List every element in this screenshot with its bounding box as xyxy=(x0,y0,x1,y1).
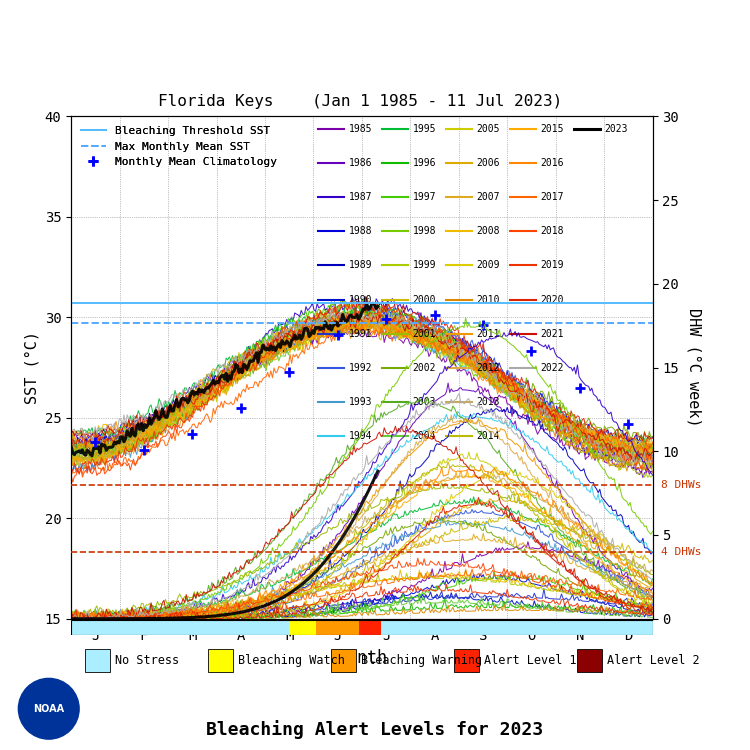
Text: 1986: 1986 xyxy=(349,158,372,168)
Text: 2004: 2004 xyxy=(413,431,436,441)
Text: 2017: 2017 xyxy=(540,192,564,202)
Text: 1999: 1999 xyxy=(413,260,436,271)
Text: 2003: 2003 xyxy=(413,398,436,407)
Text: 2006: 2006 xyxy=(476,158,500,168)
Bar xyxy=(359,620,381,635)
Text: 2023: 2023 xyxy=(604,124,628,134)
Text: 2018: 2018 xyxy=(540,226,564,236)
Text: 1996: 1996 xyxy=(413,158,436,168)
Text: 2008: 2008 xyxy=(476,226,500,236)
Text: 1987: 1987 xyxy=(349,192,372,202)
Text: 1990: 1990 xyxy=(349,295,372,304)
Text: 2011: 2011 xyxy=(476,328,500,339)
Y-axis label: DHW (°C week): DHW (°C week) xyxy=(686,308,701,427)
Text: 2013: 2013 xyxy=(476,398,500,407)
Text: Florida Keys    (Jan 1 1985 - 11 Jul 2023): Florida Keys (Jan 1 1985 - 11 Jul 2023) xyxy=(158,94,562,109)
Text: 2014: 2014 xyxy=(476,431,500,441)
Bar xyxy=(577,649,602,672)
Text: Bleaching Warning: Bleaching Warning xyxy=(362,654,482,668)
X-axis label: Month: Month xyxy=(337,649,387,667)
Text: 1989: 1989 xyxy=(349,260,372,271)
Text: 8 DHWs: 8 DHWs xyxy=(662,480,702,490)
Bar xyxy=(316,620,359,635)
Text: 2007: 2007 xyxy=(476,192,500,202)
Text: 2019: 2019 xyxy=(540,260,564,271)
Text: Bleaching Watch: Bleaching Watch xyxy=(238,654,345,668)
Text: 2001: 2001 xyxy=(413,328,436,339)
Text: 2009: 2009 xyxy=(476,260,500,271)
Text: 1992: 1992 xyxy=(349,363,372,373)
Bar xyxy=(71,620,290,635)
Text: NOAA: NOAA xyxy=(33,704,64,714)
Text: 2016: 2016 xyxy=(540,158,564,168)
Text: 2015: 2015 xyxy=(540,124,564,134)
Text: Bleaching Alert Levels for 2023: Bleaching Alert Levels for 2023 xyxy=(206,720,544,739)
Text: 1995: 1995 xyxy=(413,124,436,134)
Text: 2005: 2005 xyxy=(476,124,500,134)
Bar xyxy=(208,649,233,672)
Text: Alert Level 2: Alert Level 2 xyxy=(607,654,700,668)
Text: 1993: 1993 xyxy=(349,398,372,407)
Bar xyxy=(331,649,356,672)
Text: 2012: 2012 xyxy=(476,363,500,373)
Text: 4 DHWs: 4 DHWs xyxy=(662,547,702,556)
Text: 1997: 1997 xyxy=(413,192,436,202)
Text: 2021: 2021 xyxy=(540,328,564,339)
Text: 1998: 1998 xyxy=(413,226,436,236)
Text: 2010: 2010 xyxy=(476,295,500,304)
Text: 1994: 1994 xyxy=(349,431,372,441)
Y-axis label: SST (°C): SST (°C) xyxy=(24,331,39,404)
Text: Alert Level 1: Alert Level 1 xyxy=(484,654,577,668)
Text: 1991: 1991 xyxy=(349,328,372,339)
Circle shape xyxy=(18,678,80,740)
Text: 2020: 2020 xyxy=(540,295,564,304)
Text: 2022: 2022 xyxy=(540,363,564,373)
Text: No Stress: No Stress xyxy=(116,654,179,668)
Bar xyxy=(86,649,110,672)
Text: 1985: 1985 xyxy=(349,124,372,134)
Text: 2000: 2000 xyxy=(413,295,436,304)
Text: 2002: 2002 xyxy=(413,363,436,373)
Text: 1988: 1988 xyxy=(349,226,372,236)
Legend: Bleaching Threshold SST, Max Monthly Mean SST, Monthly Mean Climatology: Bleaching Threshold SST, Max Monthly Mea… xyxy=(76,122,281,172)
Bar xyxy=(454,649,479,672)
Bar xyxy=(381,620,652,635)
Bar xyxy=(290,620,316,635)
